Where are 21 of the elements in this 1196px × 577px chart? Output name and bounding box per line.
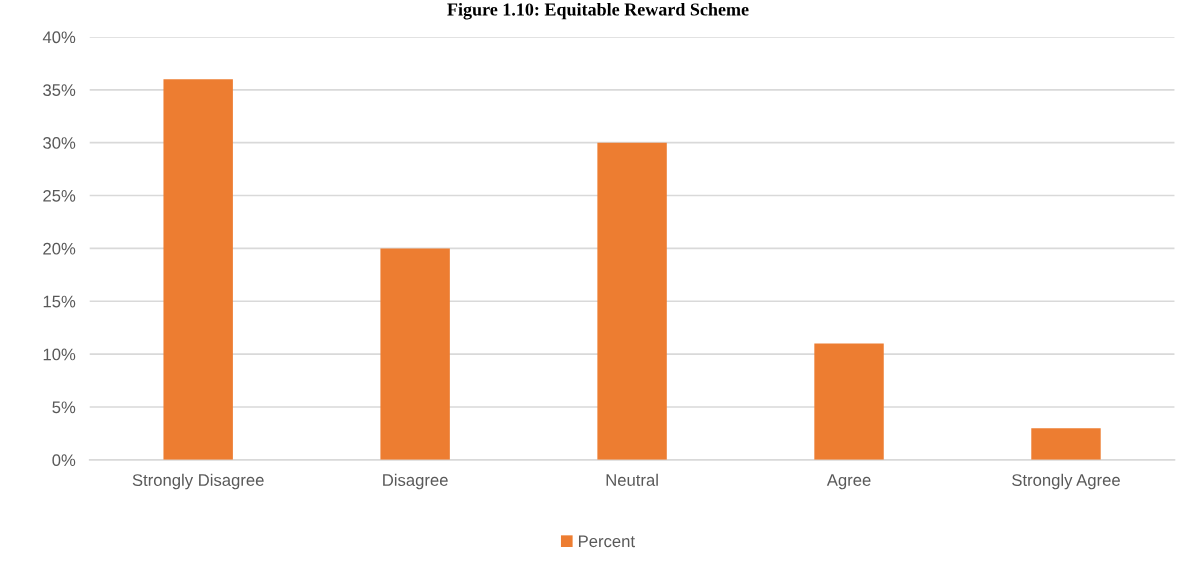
y-tick-label: 40% [42, 31, 76, 44]
bar [1031, 428, 1101, 460]
x-tick-label: Neutral [606, 473, 658, 486]
x-tick-label: Strongly Disagree [132, 473, 264, 490]
y-tick-label: 15% [43, 295, 76, 308]
y-tick-label: 10% [43, 348, 76, 361]
x-tick-label: Strongly Agree [1012, 473, 1120, 490]
y-tick-label: 5% [52, 401, 76, 414]
y-tick-label: 20% [43, 242, 76, 255]
y-tick-label: 25% [43, 189, 76, 202]
x-tick-label: Disagree [383, 473, 448, 490]
y-tick-label: 35% [43, 84, 76, 96]
chart-title: Figure 1.10: Equitable Reward Scheme [447, 2, 749, 20]
bar [380, 248, 450, 460]
y-tick-label: 0% [52, 454, 76, 467]
bar [597, 142, 667, 460]
legend-label: Percent [578, 535, 635, 548]
y-tick-label: 30% [43, 137, 76, 149]
x-tick-label: Agree [826, 474, 871, 490]
bar [163, 79, 233, 460]
bar [814, 343, 884, 460]
